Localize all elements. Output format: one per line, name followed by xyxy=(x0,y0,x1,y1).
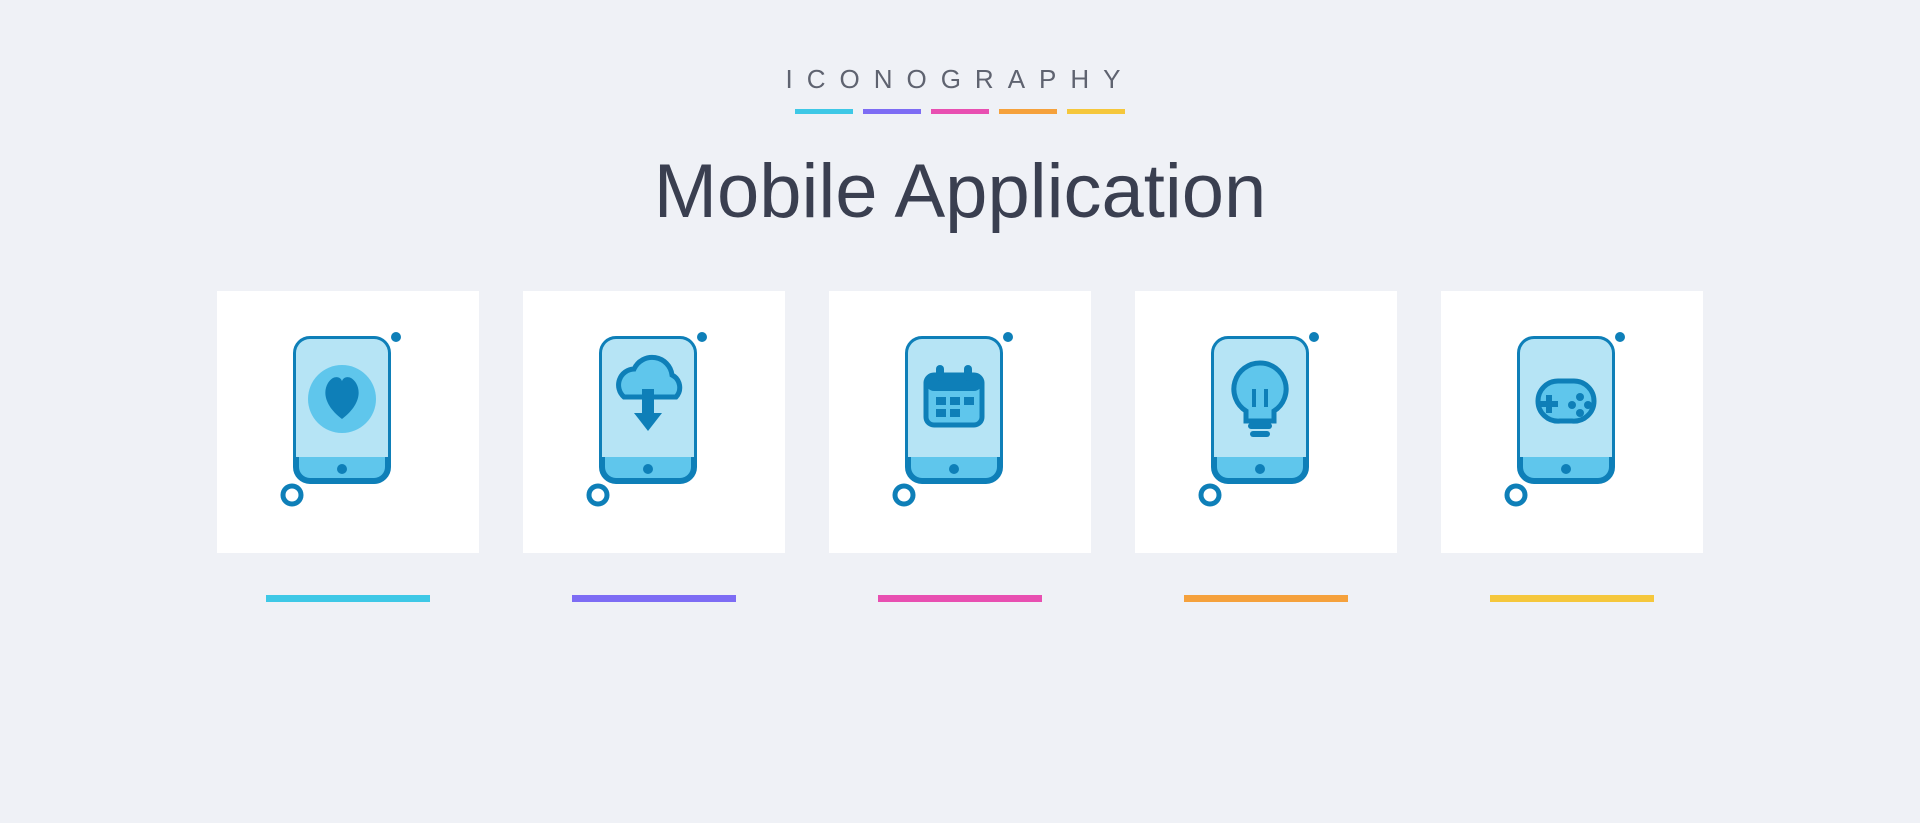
icon-tile xyxy=(829,291,1091,553)
card-underline xyxy=(878,595,1042,602)
icon-tile xyxy=(217,291,479,553)
icon-card xyxy=(523,291,785,602)
icon-row xyxy=(217,291,1703,602)
header: ICONOGRAPHY Mobile Application xyxy=(654,64,1267,235)
brand-bar-yellow xyxy=(1067,109,1125,114)
icon-card xyxy=(1135,291,1397,602)
mobile-download-icon xyxy=(584,327,724,517)
brand-label: ICONOGRAPHY xyxy=(654,64,1267,95)
mobile-calendar-icon xyxy=(890,327,1030,517)
icon-card xyxy=(217,291,479,602)
icon-tile xyxy=(523,291,785,553)
card-underline xyxy=(1490,595,1654,602)
mobile-game-icon xyxy=(1502,327,1642,517)
brand-color-bars xyxy=(654,109,1267,114)
mobile-idea-icon xyxy=(1196,327,1336,517)
icon-tile xyxy=(1441,291,1703,553)
icon-tile xyxy=(1135,291,1397,553)
card-underline xyxy=(572,595,736,602)
card-underline xyxy=(1184,595,1348,602)
icon-card xyxy=(1441,291,1703,602)
brand-bar-orange xyxy=(999,109,1057,114)
icon-card xyxy=(829,291,1091,602)
card-underline xyxy=(266,595,430,602)
mobile-heart-icon xyxy=(278,327,418,517)
brand-bar-blue xyxy=(795,109,853,114)
brand-bar-pink xyxy=(931,109,989,114)
brand-bar-purple xyxy=(863,109,921,114)
page-title: Mobile Application xyxy=(654,148,1267,235)
